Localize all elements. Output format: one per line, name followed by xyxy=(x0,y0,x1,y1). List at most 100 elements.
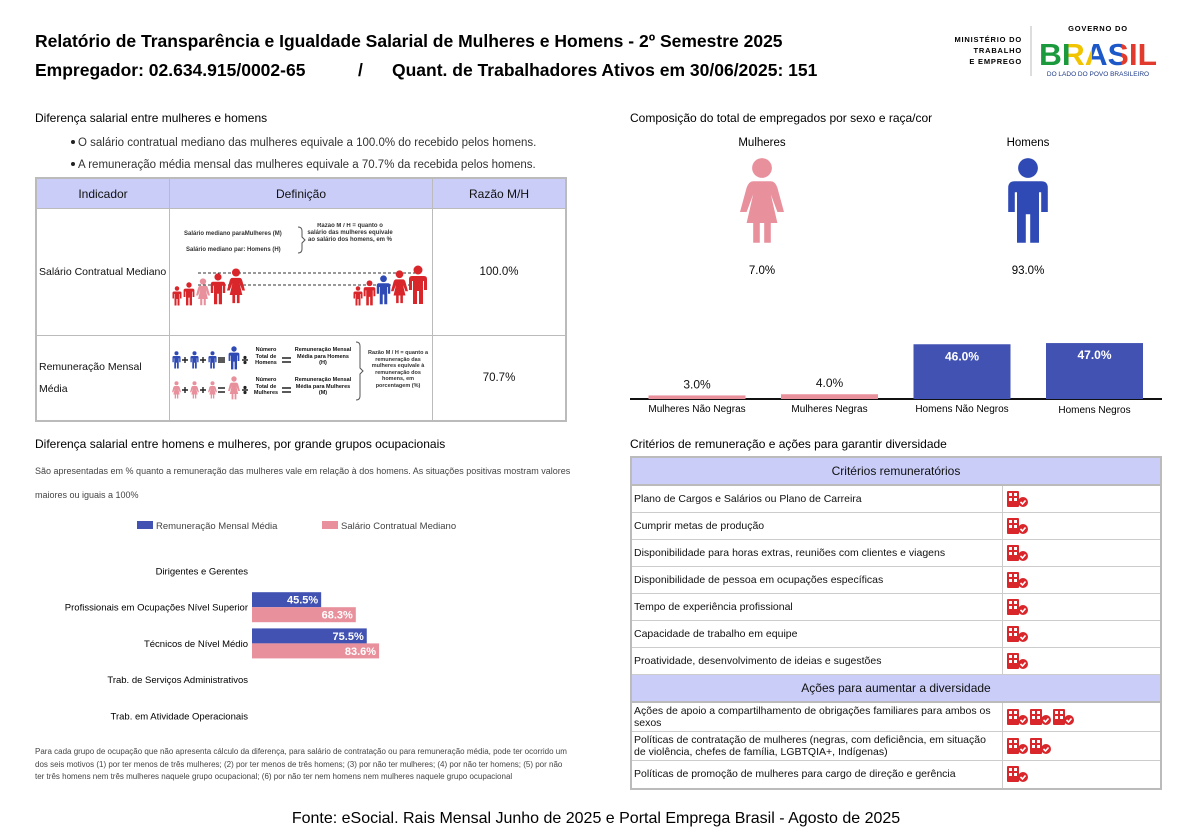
criteria-row: Políticas de promoção de mulheres para c… xyxy=(630,759,1162,790)
separator: / xyxy=(358,60,363,80)
criteria-row: Tempo de experiência profissional xyxy=(630,593,1162,621)
y-tick-label: Técnicos de Nível Médio xyxy=(144,639,248,650)
criteria-label: Capacidade de trabalho em equipe xyxy=(630,620,1003,648)
ministry-line: E EMPREGO xyxy=(969,57,1022,66)
person xyxy=(376,275,391,305)
ratio: 100.0% xyxy=(432,208,567,336)
criteria-row: Proatividade, desenvolvimento de ideias … xyxy=(630,647,1162,675)
men-formula xyxy=(172,346,240,370)
person xyxy=(210,273,226,305)
indicator: Salário Contratual Mediano xyxy=(35,208,170,336)
women-formula xyxy=(172,376,240,400)
company-icon xyxy=(1007,708,1029,725)
person xyxy=(409,265,427,304)
bar xyxy=(648,395,746,399)
criteria-label: Plano de Cargos e Salários ou Plano de C… xyxy=(630,484,1003,513)
group-label: Homens xyxy=(1007,137,1050,149)
x-tick-label: Homens Negros xyxy=(1058,405,1130,416)
criteria-row: Cumprir metas de produção xyxy=(630,512,1162,540)
company-icon-shape xyxy=(1007,626,1029,642)
value-label: 75.5% xyxy=(333,631,364,643)
section-heading: Critérios remuneratórios xyxy=(630,456,1162,486)
person xyxy=(353,286,363,306)
criteria-icons xyxy=(1002,512,1162,540)
formula-text: Número Total de Homens xyxy=(255,347,277,366)
pay-gap-table: Indicador Definição Razão M/H Salário Co… xyxy=(35,177,567,422)
company-icon xyxy=(1007,491,1029,507)
brace xyxy=(297,226,306,254)
company-icon-shape xyxy=(1007,572,1029,588)
diagram-note-box: Razão M / H = quanto a remuneração das m… xyxy=(368,350,428,389)
bar xyxy=(1046,343,1143,399)
formula-box: Número Total de Mulheres xyxy=(254,377,278,396)
legend-swatch xyxy=(322,521,338,529)
operators xyxy=(182,355,291,395)
chart-footnote: Para cada grupo de ocupação que não apre… xyxy=(35,747,567,781)
man-icon xyxy=(1008,158,1048,243)
bar xyxy=(252,592,322,608)
legend-swatch xyxy=(137,521,153,529)
criteria-row: Plano de Cargos e Salários ou Plano de C… xyxy=(630,484,1162,513)
company-icon xyxy=(1007,653,1029,669)
person xyxy=(363,280,376,306)
column-header: Definição xyxy=(169,177,433,209)
criteria-row: Ações de apoio a compartilhamento de obr… xyxy=(630,701,1162,732)
bullet xyxy=(71,162,75,166)
criteria-label: Ações de apoio a compartilhamento de obr… xyxy=(630,701,1003,732)
criteria-label: Políticas de promoção de mulheres para c… xyxy=(630,759,1003,790)
company-icon-shape xyxy=(1053,708,1075,725)
company-icon-shape xyxy=(1007,545,1029,561)
source: Fonte: eSocial. Rais Mensal Junho de 202… xyxy=(292,810,900,827)
column-header: Razão M/H xyxy=(432,177,567,209)
criteria-icons xyxy=(1002,566,1162,594)
company-icon xyxy=(1007,572,1029,588)
company-icon xyxy=(1007,737,1029,754)
section-row: Ações para aumentar a diversidade xyxy=(630,674,1162,703)
woman-icon xyxy=(740,158,784,243)
company-icon-shape xyxy=(1007,766,1029,783)
ministry-line: TRABALHO xyxy=(974,46,1022,55)
person xyxy=(183,282,195,306)
company-icon-shape xyxy=(1007,708,1029,725)
company-icon-shape xyxy=(1007,518,1029,534)
formula-text: Remuneração Mensal Média para Homens (H) xyxy=(294,347,352,366)
y-tick-label: Trab. de Serviços Administrativos xyxy=(107,675,248,686)
bar xyxy=(252,607,356,623)
bar xyxy=(252,643,380,659)
company-icon-shape xyxy=(1030,737,1052,754)
company-icon xyxy=(1030,708,1052,725)
x-tick-label: Mulheres Não Negras xyxy=(648,404,745,415)
bullet-text: A remuneração média mensal das mulheres … xyxy=(78,159,536,171)
person xyxy=(227,268,245,304)
criteria-label: Disponibilidade para horas extras, reuni… xyxy=(630,539,1003,567)
formula-box: Número Total de Homens xyxy=(255,347,277,366)
company-icon-shape xyxy=(1030,708,1052,725)
ratio: 70.7% xyxy=(432,335,567,422)
diagram-text: Salário mediano paraMulheres (M) xyxy=(184,231,282,237)
gov-tagline: DO LADO DO POVO BRASILEIRO xyxy=(1047,71,1149,78)
diagram-text: Salário mediano par: Homens (H) xyxy=(186,247,281,253)
company-icon-shape xyxy=(1007,599,1029,615)
company-icon-shape xyxy=(1007,653,1029,669)
value-label: 4.0% xyxy=(816,376,844,390)
y-tick-label: Dirigentes e Gerentes xyxy=(156,567,249,578)
criteria-label: Proatividade, desenvolvimento de ideias … xyxy=(630,647,1003,675)
value-label: 47.0% xyxy=(1077,348,1111,362)
criteria-label: Políticas de contratação de mulheres (ne… xyxy=(630,730,1003,761)
diagram-note: Razão M / H = quanto o salário das mulhe… xyxy=(307,223,393,243)
person xyxy=(172,286,182,306)
company-icon xyxy=(1007,599,1029,615)
value-label: 3.0% xyxy=(683,377,711,391)
column-header: Indicador xyxy=(35,177,170,209)
criteria-icons xyxy=(1002,759,1162,790)
bar xyxy=(781,394,878,399)
legend-label: Remuneração Mensal Média xyxy=(156,521,278,532)
bar xyxy=(252,628,367,644)
y-tick-label: Profissionais em Ocupações Nível Superio… xyxy=(65,603,248,614)
criteria-icons xyxy=(1002,647,1162,675)
criteria-table: Critérios remuneratórios Plano de Cargos … xyxy=(630,456,1162,790)
employer: Empregador: 02.634.915/0002-65 xyxy=(35,60,306,80)
y-tick-label: Trab. em Atividade Operacionais xyxy=(111,711,249,722)
bar xyxy=(913,344,1011,399)
